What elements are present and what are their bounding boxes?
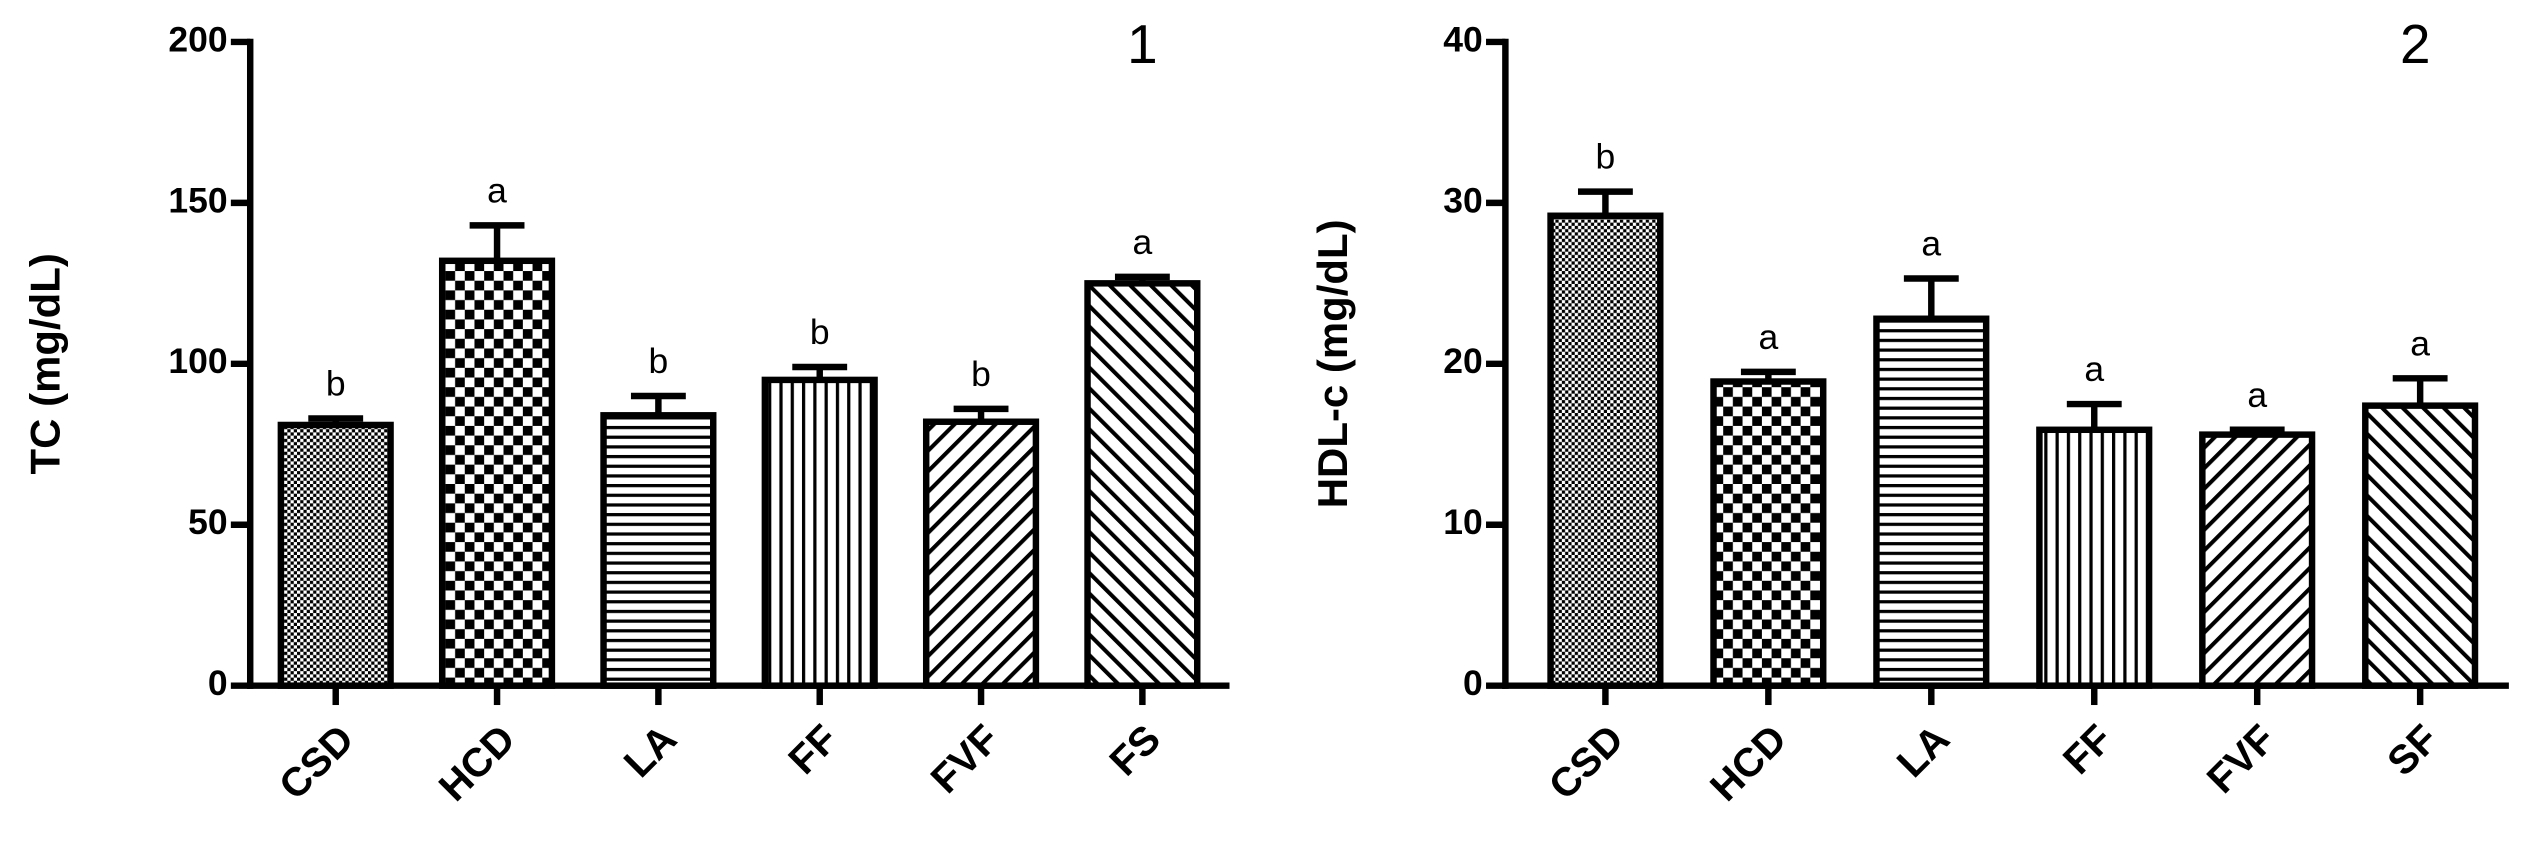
bar (1547, 212, 1664, 689)
bar (277, 421, 394, 689)
x-tick-label: LA (615, 715, 686, 786)
y-tick-label: 0 (208, 663, 228, 703)
x-tick-label: FVF (921, 715, 1007, 801)
y-tick-label: 30 (1443, 180, 1482, 220)
x-tick-label: HCD (1701, 715, 1795, 809)
bar (2036, 426, 2153, 689)
y-axis-label: TC (mg/dL) (22, 253, 69, 474)
x-tick-label: LA (1888, 715, 1959, 786)
panel-annotation: 2 (2400, 13, 2431, 75)
significance-letter: a (487, 171, 507, 211)
y-tick-label: 20 (1443, 341, 1482, 381)
significance-letter: a (1921, 224, 1941, 264)
significance-letter: a (1133, 222, 1153, 262)
y-tick-label: 200 (168, 19, 227, 59)
y-tick-label: 10 (1443, 502, 1482, 542)
bar (600, 412, 717, 689)
significance-letter: b (1596, 137, 1616, 177)
bar (761, 376, 878, 689)
bar (1873, 315, 1990, 689)
significance-letter: a (2084, 349, 2104, 389)
significance-letter: a (2410, 323, 2430, 363)
y-axis-label: HDL-c (mg/dL) (1309, 219, 1356, 508)
bar (2199, 431, 2316, 689)
significance-letter: a (2247, 375, 2267, 415)
bar (922, 418, 1040, 689)
x-tick-label: FS (1100, 715, 1169, 784)
y-tick-label: 50 (188, 502, 227, 542)
significance-letter: b (971, 354, 991, 394)
x-tick-label: FF (2054, 715, 2121, 782)
significance-letter: b (326, 364, 346, 404)
bar (1084, 280, 1201, 689)
x-tick-label: CSD (270, 715, 363, 808)
bar (2362, 402, 2479, 689)
y-tick-label: 0 (1463, 663, 1483, 703)
x-tick-label: SF (2378, 715, 2447, 784)
significance-letter: b (810, 312, 830, 352)
x-tick-label: FVF (2198, 715, 2284, 801)
panel-annotation: 1 (1127, 13, 1158, 75)
significance-letter: b (649, 341, 669, 381)
x-tick-label: HCD (430, 715, 524, 809)
x-tick-label: FF (779, 715, 846, 782)
bar (438, 257, 556, 689)
x-tick-label: CSD (1539, 715, 1632, 808)
significance-letter: a (1758, 317, 1778, 357)
y-tick-label: 40 (1443, 19, 1482, 59)
y-tick-label: 100 (168, 341, 227, 381)
y-tick-label: 150 (168, 180, 227, 220)
bar (1710, 378, 1827, 689)
